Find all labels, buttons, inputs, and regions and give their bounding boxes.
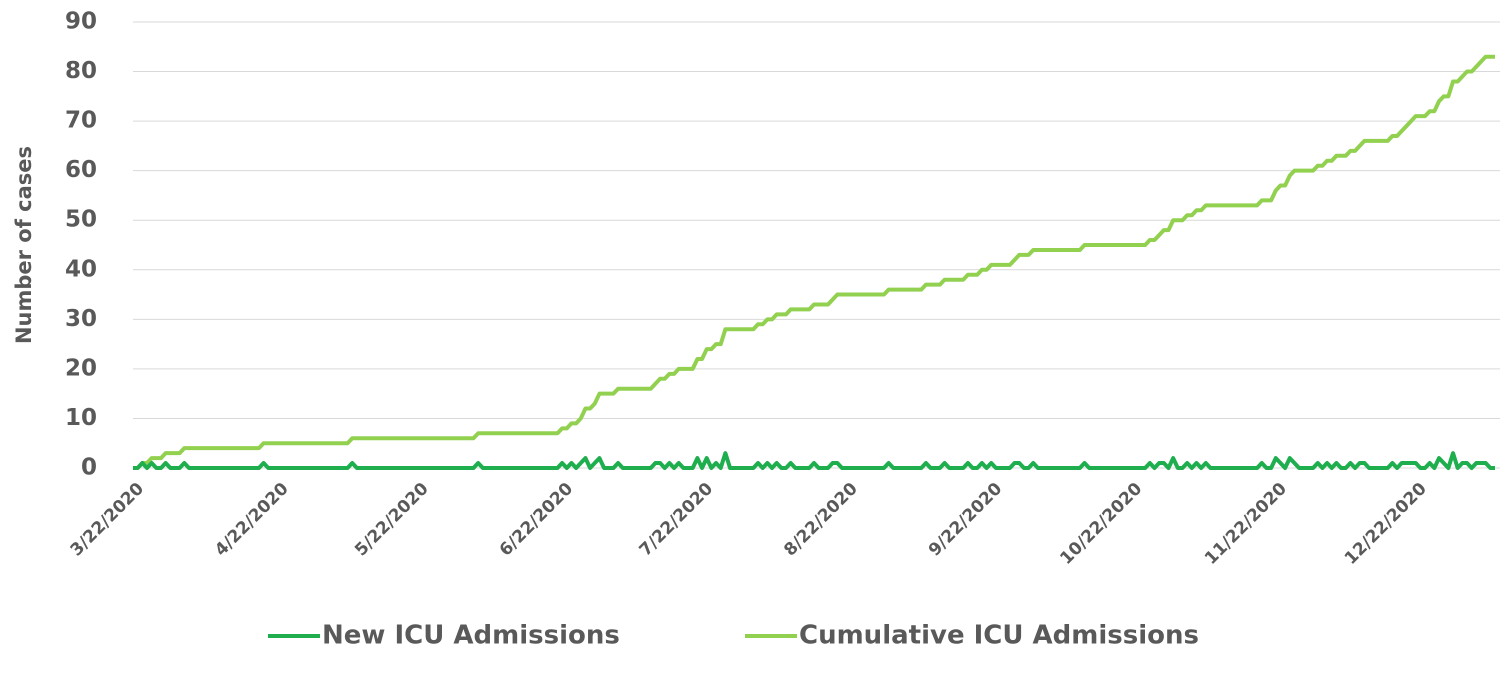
x-tick-label: 5/22/2020	[351, 479, 433, 561]
y-tick-label: 30	[65, 306, 97, 332]
y-tick-label: 60	[65, 157, 97, 183]
x-tick-label: 8/22/2020	[780, 479, 862, 561]
y-tick-label: 80	[65, 58, 97, 84]
y-axis-title: Number of cases	[12, 146, 36, 344]
x-tick-label: 6/22/2020	[496, 479, 578, 561]
series-line	[133, 54, 1495, 470]
x-tick-label: 9/22/2020	[925, 479, 1007, 561]
x-tick-label: 11/22/2020	[1201, 479, 1291, 569]
y-tick-label: 20	[65, 355, 97, 381]
x-tick-label: 4/22/2020	[211, 479, 293, 561]
legend-label: Cumulative ICU Admissions	[799, 621, 1199, 651]
x-tick-label: 7/22/2020	[636, 479, 718, 561]
series-line	[133, 451, 1495, 470]
y-tick-label: 90	[65, 9, 97, 35]
y-tick-label: 50	[65, 207, 97, 233]
y-tick-label: 10	[65, 405, 97, 431]
x-tick-label: 10/22/2020	[1056, 479, 1146, 569]
legend-label: New ICU Admissions	[322, 621, 620, 651]
x-tick-label: 3/22/2020	[67, 479, 149, 561]
x-tick-label: 12/22/2020	[1341, 479, 1431, 569]
y-tick-label: 0	[81, 455, 97, 481]
y-tick-label: 40	[65, 256, 97, 282]
y-tick-label: 70	[65, 108, 97, 134]
